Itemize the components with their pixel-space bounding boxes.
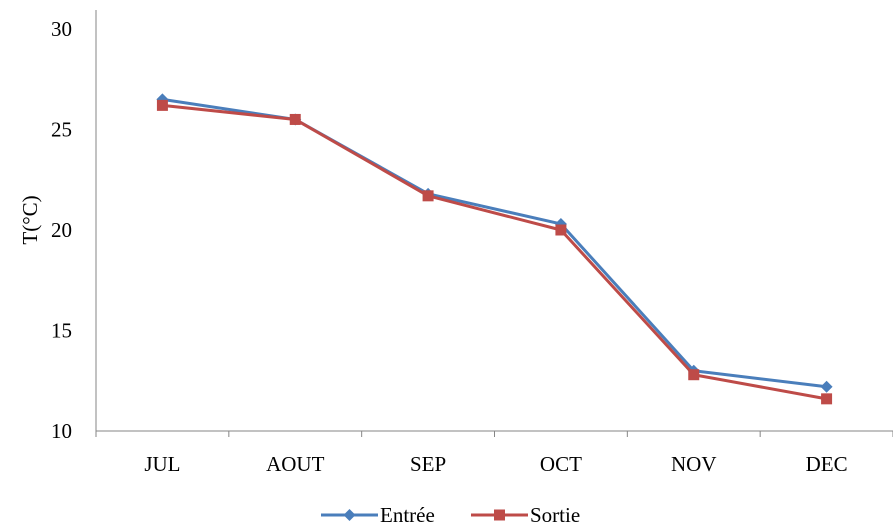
series-layer <box>156 93 833 405</box>
y-axis-label: T(°C) <box>18 195 42 244</box>
y-tick-label: 25 <box>51 118 72 142</box>
data-point <box>156 99 168 111</box>
x-tick-label: OCT <box>540 452 582 476</box>
legend-item: Sortie <box>471 503 580 527</box>
legend-label: Entrée <box>380 503 435 527</box>
data-point <box>422 190 434 202</box>
legend: Entrée Sortie <box>321 503 580 527</box>
y-tick-label: 30 <box>51 17 72 41</box>
x-tick-label: JUL <box>144 452 180 476</box>
x-tick-label: SEP <box>410 452 446 476</box>
legend-label: Sortie <box>530 503 580 527</box>
x-axis-ticks: JUL AOUT SEP OCT NOV DEC <box>95 431 893 476</box>
x-tick-label: NOV <box>671 452 717 476</box>
legend-item: Entrée <box>321 503 435 527</box>
y-tick-label: 10 <box>51 419 72 443</box>
series-line <box>162 103 827 401</box>
data-point <box>688 369 700 381</box>
series-1 <box>156 93 833 393</box>
series-line <box>162 97 827 389</box>
y-tick-label: 15 <box>51 319 72 343</box>
y-tick-label: 20 <box>51 218 72 242</box>
data-point <box>555 224 567 236</box>
x-tick-label: DEC <box>806 452 848 476</box>
legend-marker <box>494 509 505 521</box>
x-tick-label: AOUT <box>266 452 324 476</box>
y-axis-ticks: 10 15 20 25 30 <box>51 17 72 443</box>
data-point <box>289 113 301 125</box>
data-point <box>821 393 833 405</box>
legend-marker <box>343 509 356 521</box>
series-2 <box>156 99 833 405</box>
data-point <box>820 380 833 393</box>
